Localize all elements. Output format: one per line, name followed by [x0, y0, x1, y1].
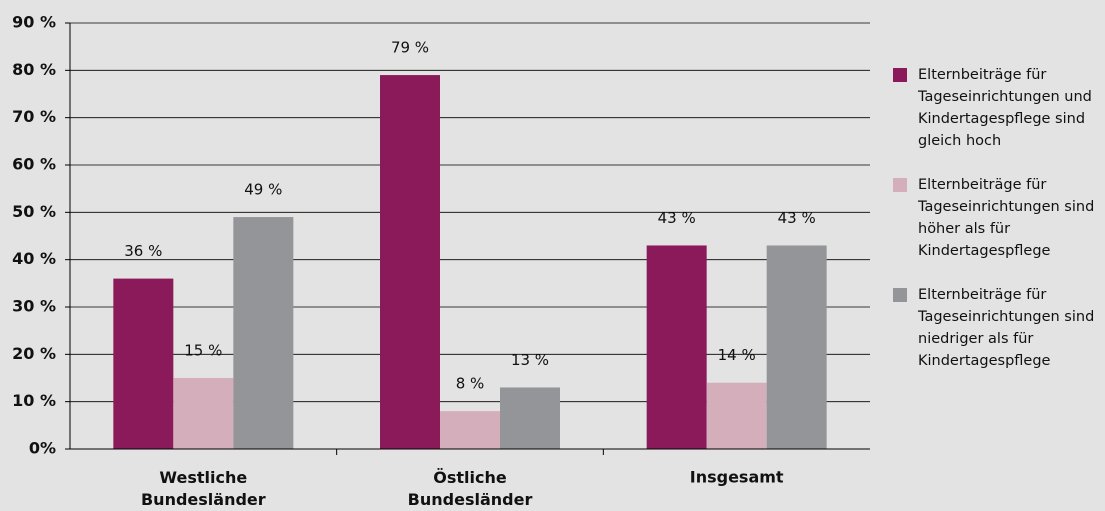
bar: [173, 378, 234, 449]
legend-item: Elternbeiträge für Tageseinrichtungen si…: [893, 174, 1103, 262]
bar: [113, 278, 174, 449]
value-label: 8 %: [456, 375, 485, 393]
legend-swatch: [893, 288, 907, 302]
bar: [380, 75, 440, 450]
chart: 0% 10 % 20 % 30 % 40 % 50 % 60 % 70 % 80 % 90 % We…: [12, 13, 870, 509]
bar: [440, 411, 500, 449]
legend-item: Elternbeiträge für Tageseinrichtungen un…: [893, 64, 1103, 152]
value-label: 49 %: [244, 181, 282, 199]
y-tick-label: 50 %: [12, 202, 56, 221]
legend-label: Elternbeiträge für Tageseinrichtungen un…: [918, 67, 1092, 149]
value-label: 36 %: [124, 242, 162, 260]
y-tick-label: 30 %: [12, 297, 56, 316]
legend-swatch: [893, 178, 907, 192]
value-label: 79 %: [391, 39, 429, 57]
legend-label: Elternbeiträge für Tageseinrichtungen si…: [918, 177, 1095, 259]
y-tick-label: 10 %: [12, 391, 56, 410]
y-tick-label: 0%: [29, 439, 56, 458]
bar: [706, 382, 767, 449]
value-label: 43 %: [778, 209, 816, 227]
value-label: 14 %: [718, 346, 756, 364]
legend-label: Elternbeiträge für Tageseinrichtungen si…: [918, 287, 1095, 369]
x-tick-label: Insgesamt: [690, 468, 784, 487]
x-tick-label: Westliche Bundesländer: [141, 468, 266, 509]
bar: [766, 245, 827, 449]
value-label: 15 %: [184, 342, 222, 360]
y-tick-label: 80 %: [12, 60, 56, 79]
value-label: 43 %: [658, 209, 696, 227]
y-tick-label: 70 %: [12, 107, 56, 126]
bar: [500, 387, 560, 449]
y-tick-label: 40 %: [12, 249, 56, 268]
y-tick-label: 20 %: [12, 344, 56, 363]
legend-swatch: [893, 68, 907, 82]
bar: [233, 217, 294, 449]
legend-item: Elternbeiträge für Tageseinrichtungen si…: [893, 284, 1103, 372]
y-tick-label: 60 %: [12, 155, 56, 174]
bar: [646, 245, 707, 449]
legend: Elternbeiträge für Tageseinrichtungen un…: [893, 64, 1103, 394]
y-tick-label: 90 %: [12, 13, 56, 32]
value-label: 13 %: [511, 351, 549, 369]
x-tick-label: Östliche Bundesländer: [408, 468, 533, 509]
